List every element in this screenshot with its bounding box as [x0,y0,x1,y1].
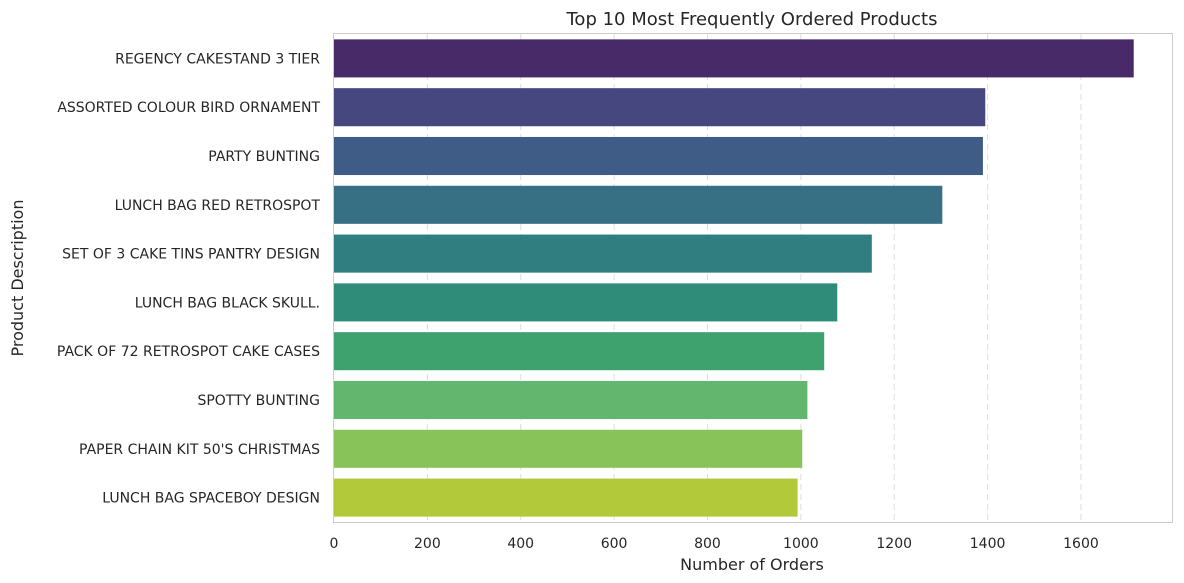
category-label: PACK OF 72 RETROSPOT CAKE CASES [57,344,320,360]
chart-title: Top 10 Most Frequently Ordered Products [566,9,938,30]
y-axis-label: Product Description [8,200,27,357]
x-tick-label: 1200 [876,536,912,552]
category-label: SET OF 3 CAKE TINS PANTRY DESIGN [62,247,320,263]
bar [334,380,808,420]
bar [334,234,872,273]
category-label: REGENCY CAKESTAND 3 TIER [115,51,320,67]
bar [334,478,798,517]
bar [334,283,838,322]
bar [334,185,943,224]
category-label: LUNCH BAG BLACK SKULL. [135,295,320,311]
x-tick-labels: 0 200 400 600 800 1000 1200 1400 1600 [330,536,1099,552]
x-tick-label: 0 [330,536,339,552]
x-tick-label: 400 [507,536,534,552]
x-tick-label: 800 [694,536,721,552]
plot-frame [333,33,1173,523]
x-tick-label: 1000 [783,536,819,552]
category-label: PAPER CHAIN KIT 50'S CHRISTMAS [79,442,320,458]
category-labels: REGENCY CAKESTAND 3 TIER ASSORTED COLOUR … [57,51,321,506]
x-axis-label: Number of Orders [680,555,824,574]
bar [334,39,1134,78]
category-label: ASSORTED COLOUR BIRD ORNAMENT [57,100,320,116]
bars [334,39,1134,517]
bar [334,136,983,176]
bar [334,429,803,468]
x-tick-label: 1400 [970,536,1006,552]
category-label: LUNCH BAG RED RETROSPOT [115,198,321,214]
category-label: SPOTTY BUNTING [197,393,320,409]
category-label: LUNCH BAG SPACEBOY DESIGN [102,491,320,507]
x-tick-label: 1600 [1063,536,1099,552]
x-tick-label: 200 [414,536,441,552]
bar [334,88,986,127]
bar [334,332,825,371]
x-tick-label: 600 [601,536,628,552]
category-label: PARTY BUNTING [208,149,320,165]
